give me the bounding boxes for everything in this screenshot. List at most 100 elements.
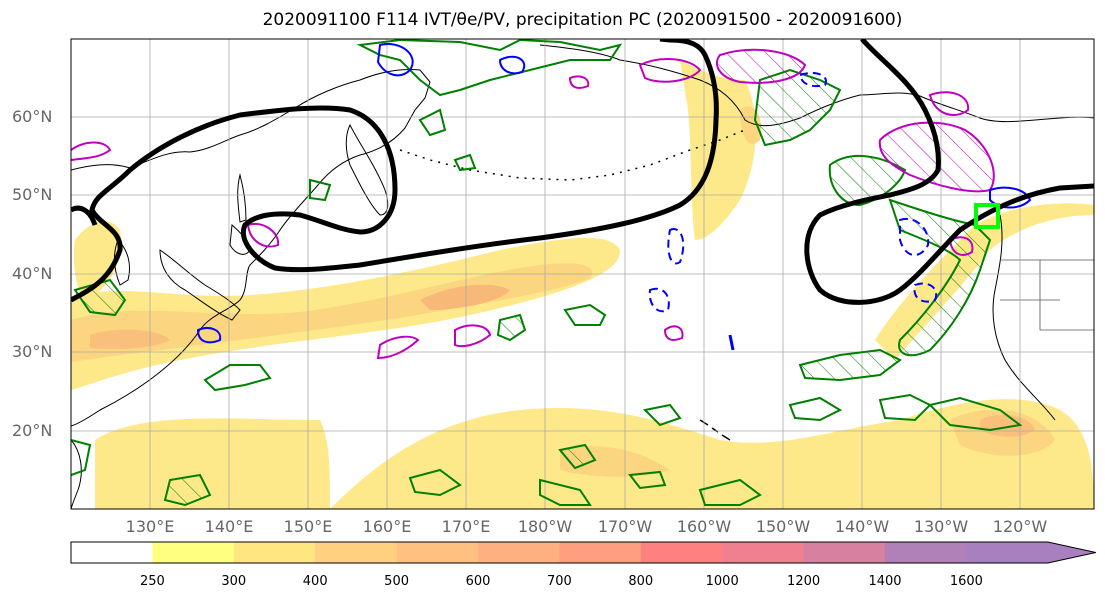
colorbar-tick-label: 300 <box>221 574 247 589</box>
ivt-band-south2 <box>330 399 1094 509</box>
blue-dash3 <box>648 287 670 313</box>
japan-honshu <box>159 249 241 321</box>
precip-w2 <box>309 178 332 202</box>
black-contour-east <box>804 39 1094 305</box>
precip-s5 <box>642 403 682 427</box>
precip-s1 <box>558 443 597 470</box>
blue-small <box>728 334 735 351</box>
blue-bering <box>376 43 414 77</box>
map-title: 2020091100 F114 IVT/θe/PV, precipitation… <box>262 10 903 30</box>
precip-nw2 <box>453 153 477 172</box>
colorbar-tick-label: 1000 <box>705 574 739 589</box>
precip-se4 <box>928 396 1023 432</box>
colorbar-segment <box>966 542 1096 563</box>
precip-gulf <box>828 154 907 207</box>
ivt-band-south <box>95 418 330 509</box>
precip-mid2 <box>496 313 527 342</box>
blue-japan <box>196 327 222 344</box>
colorbar-segment <box>803 542 886 563</box>
colorbar-tick-label: 1400 <box>868 574 902 589</box>
lon-label: 160°W <box>676 517 732 536</box>
lat-label-40: 40°N <box>12 264 53 283</box>
lon-label: 170°E <box>441 517 491 536</box>
colorbar-tick-label: 1600 <box>949 574 983 589</box>
precip-s6 <box>698 478 762 506</box>
blue-dash1 <box>899 217 930 256</box>
lon-label: 130°E <box>125 517 175 536</box>
colorbar-tick-label: 1200 <box>787 574 821 589</box>
mag-bering <box>638 58 702 83</box>
colorbar-segment <box>722 542 805 563</box>
lon-label: 140°W <box>834 517 890 536</box>
lon-label: 180°W <box>517 517 573 536</box>
black-contour-main <box>71 39 719 303</box>
mag-japan <box>246 222 280 248</box>
precip-se2 <box>788 396 843 422</box>
blue-dash4 <box>798 72 827 88</box>
mag-ne <box>568 75 590 89</box>
ivt-core-west <box>420 284 510 310</box>
precip-bering <box>356 39 623 97</box>
colorbar-tick-label: 250 <box>139 574 165 589</box>
map-frame <box>70 38 1095 510</box>
colorbar-segment <box>396 542 479 563</box>
mag-mid2 <box>454 324 492 348</box>
colorbar <box>70 541 1096 564</box>
colorbar-segment <box>71 542 153 563</box>
lon-label: 130°W <box>913 517 969 536</box>
black-contour-nw <box>71 205 98 226</box>
mag-mid3 <box>663 325 684 341</box>
colorbar-segment <box>478 542 560 563</box>
lon-label: 120°W <box>992 517 1048 536</box>
lat-label-20: 20°N <box>12 421 53 440</box>
mag-east <box>948 236 974 256</box>
lon-label: 170°W <box>597 517 653 536</box>
precip-mid <box>563 303 607 326</box>
precip-nw <box>418 108 447 137</box>
colorbar-segment <box>152 542 235 563</box>
aleutian-chain <box>399 129 746 181</box>
precip-s2 <box>539 478 592 506</box>
mag-alaska <box>715 48 807 84</box>
colorbar-segment <box>885 542 967 563</box>
precip-sw <box>71 439 92 476</box>
lon-label: 160°E <box>362 517 412 536</box>
mag-gulf2 <box>928 91 970 116</box>
sakhalin <box>237 173 247 223</box>
asia-coast <box>71 69 431 427</box>
na-west-coast <box>992 214 1056 421</box>
ivt-bering <box>680 60 756 240</box>
thick-black-contours <box>71 39 1094 305</box>
colorbar-tick-label: 500 <box>384 574 410 589</box>
precip-s4 <box>163 473 212 507</box>
colorbar-tick-label: 700 <box>546 574 572 589</box>
lat-label-60: 60°N <box>12 107 53 126</box>
colorbar-tick-label: 800 <box>628 574 654 589</box>
blue-bering2 <box>498 55 526 75</box>
kamchatka <box>345 123 389 216</box>
blue-dash2 <box>667 228 685 265</box>
blue-dash5 <box>913 282 938 303</box>
colorbar-segment <box>315 542 398 563</box>
precip-se3 <box>878 393 932 422</box>
precip-w1 <box>203 364 272 392</box>
precip-se1 <box>798 348 902 382</box>
colorbar-segment <box>640 542 723 563</box>
philippines <box>71 439 82 509</box>
lat-label-30: 30°N <box>12 342 53 361</box>
precip-s3 <box>408 468 462 497</box>
mag-w <box>71 141 112 161</box>
lon-label: 140°E <box>204 517 254 536</box>
lon-label: 150°E <box>283 517 333 536</box>
colorbar-segment <box>233 542 316 563</box>
korea <box>113 239 131 286</box>
coastlines <box>71 44 1094 509</box>
lon-label: 150°W <box>755 517 811 536</box>
colorbar-segment <box>559 542 642 563</box>
lat-label-50: 50°N <box>12 185 53 204</box>
colorbar-tick-label: 400 <box>302 574 328 589</box>
na-borders <box>1000 259 1094 331</box>
colorbar-outline <box>70 541 1096 564</box>
precip-alaska <box>753 68 842 147</box>
